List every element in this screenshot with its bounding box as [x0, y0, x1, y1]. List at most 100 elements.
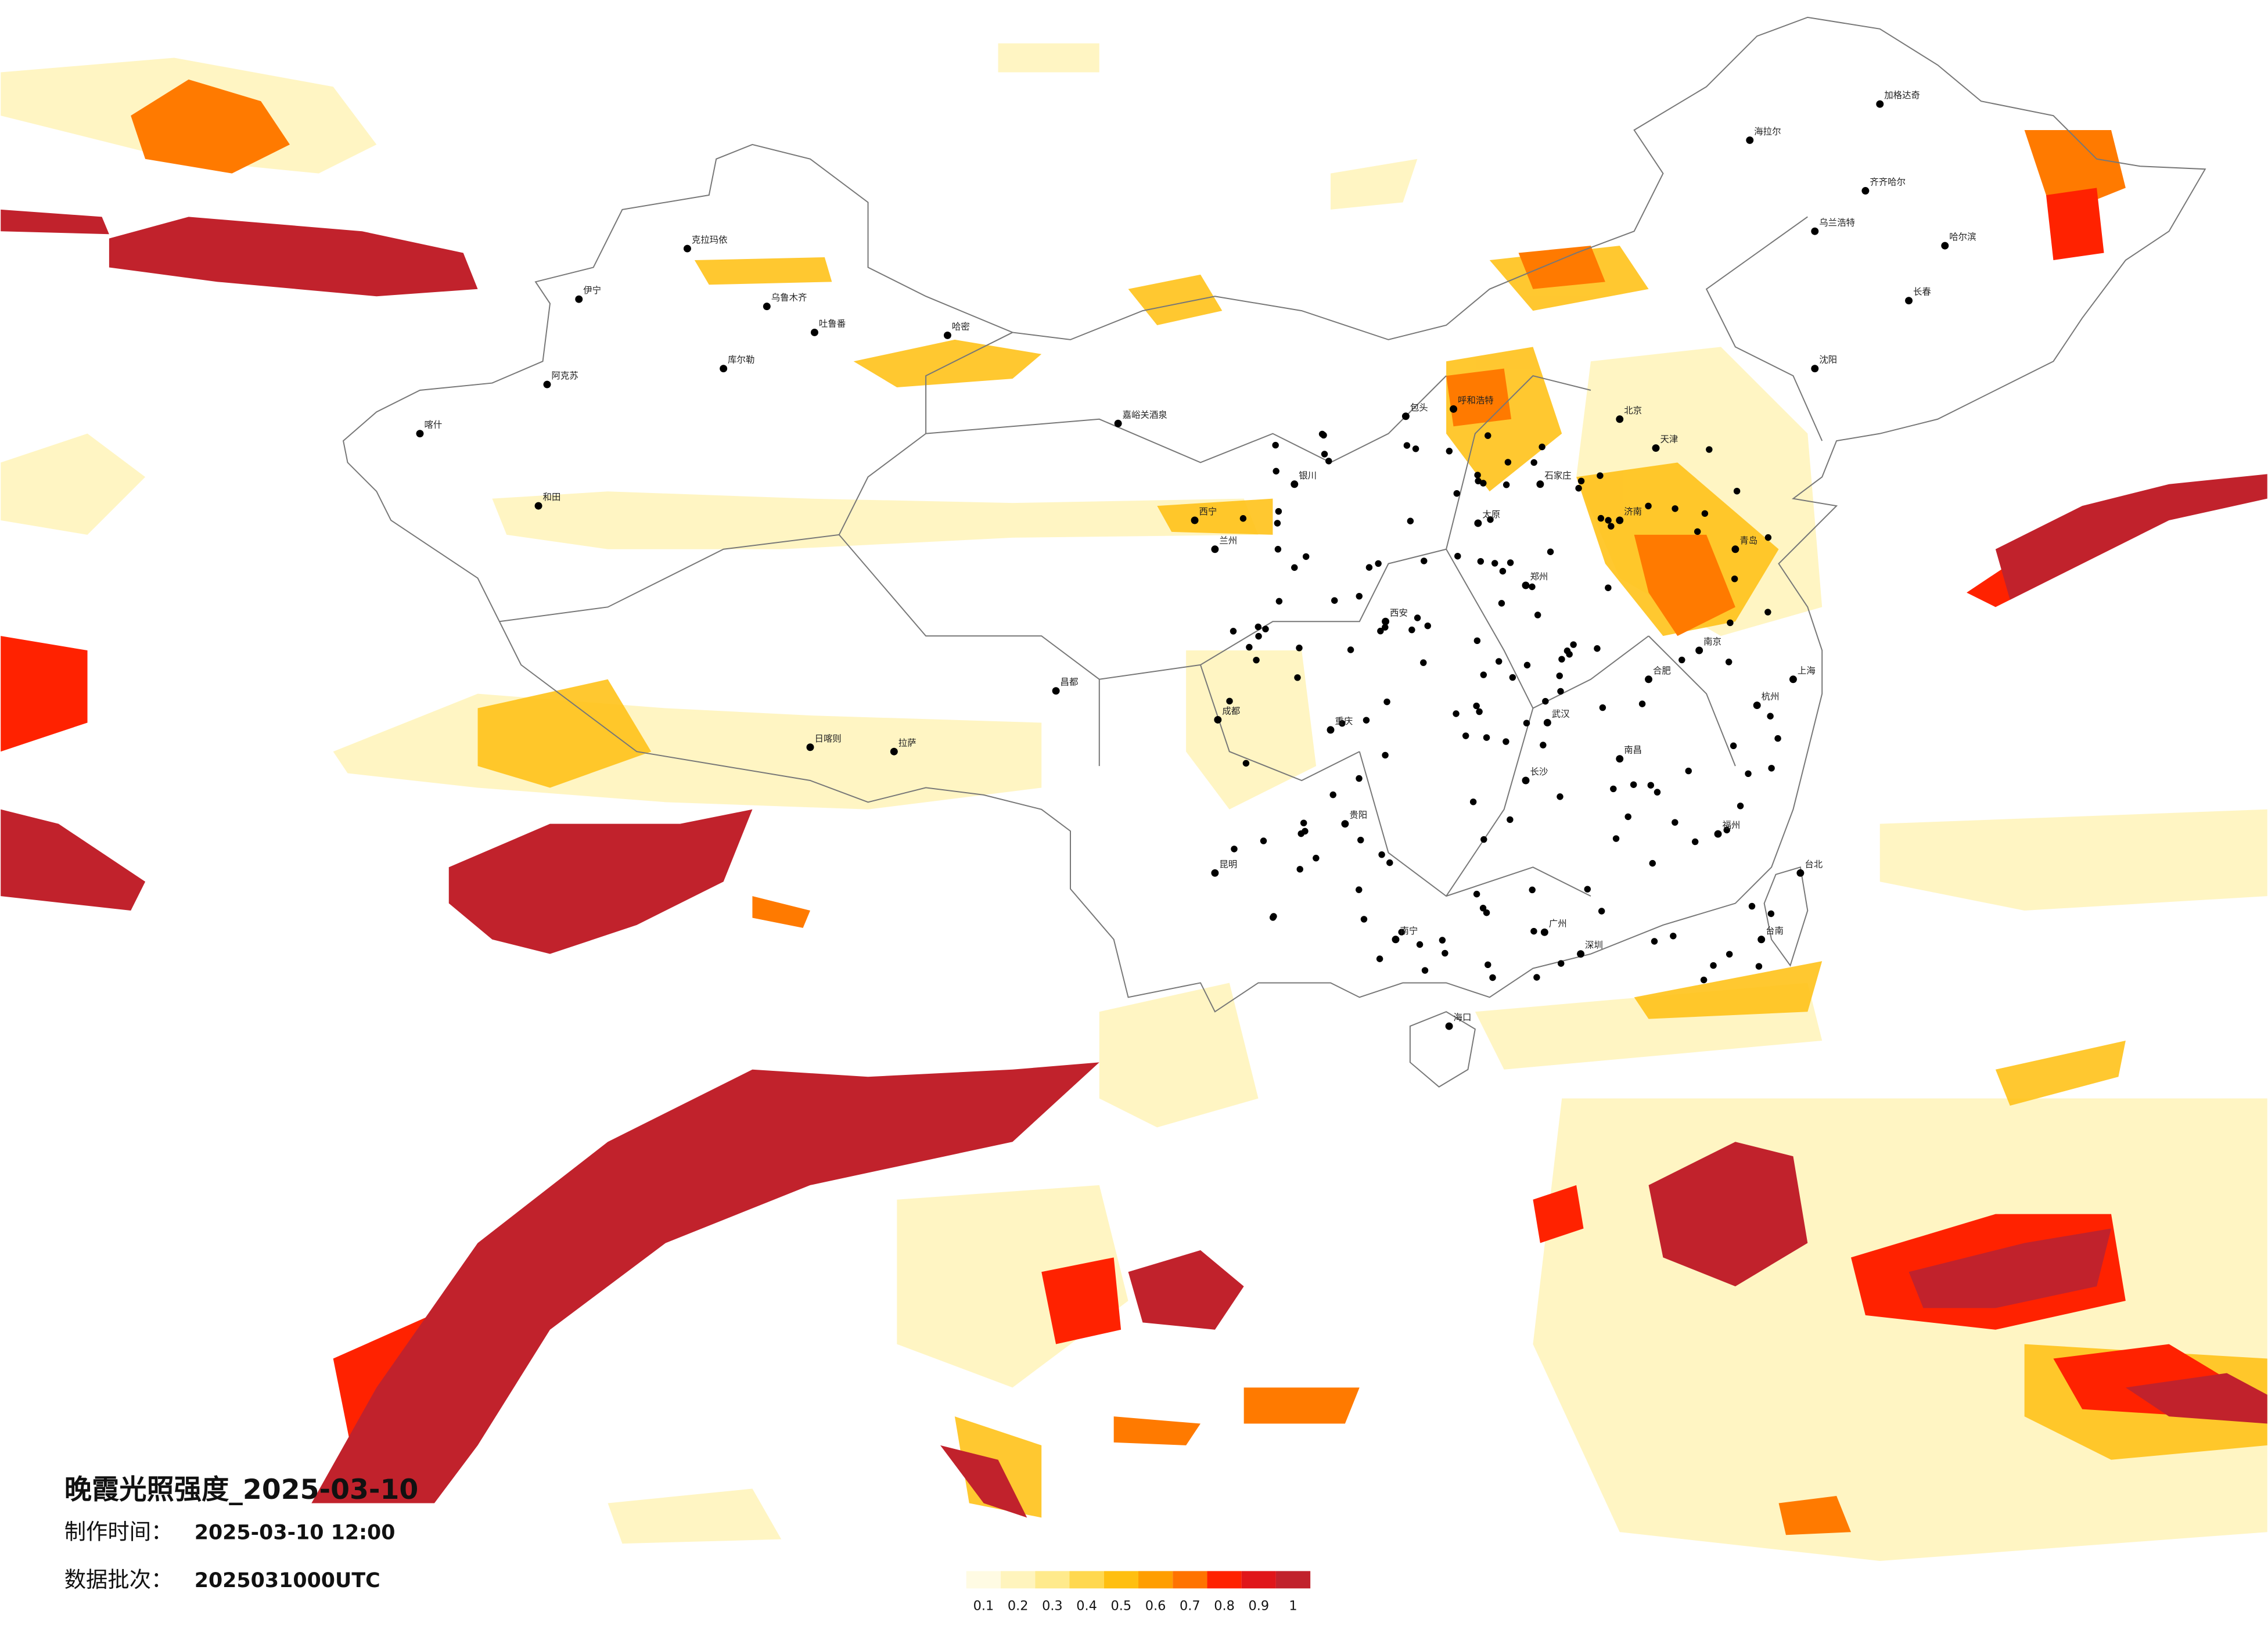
- city-label: 和田: [543, 492, 561, 502]
- city-dot: [1652, 444, 1660, 452]
- station-dot: [1672, 819, 1678, 826]
- colorbar-label: 0.7: [1180, 1599, 1201, 1614]
- station-dot: [1630, 781, 1637, 788]
- station-dot: [1529, 886, 1536, 894]
- station-dot: [1563, 647, 1571, 654]
- city-dot: [1445, 1022, 1453, 1030]
- city-dot: [1211, 545, 1219, 553]
- colorbar-cell: [1173, 1571, 1207, 1589]
- city-label: 乌兰浩特: [1819, 217, 1855, 228]
- station-dot: [1539, 443, 1545, 451]
- station-dot: [1412, 445, 1419, 452]
- station-dot: [1487, 516, 1494, 523]
- station-dot: [1420, 659, 1427, 666]
- station-dot: [1557, 960, 1565, 967]
- city-label: 海口: [1454, 1012, 1472, 1023]
- city-label: 石家庄: [1544, 470, 1571, 481]
- station-dot: [1421, 967, 1429, 974]
- info-value: 2025-03-10 12:00: [195, 1521, 396, 1545]
- city-dot: [1905, 297, 1913, 305]
- city-label: 杭州: [1762, 692, 1780, 702]
- station-dot: [1774, 735, 1781, 742]
- city-dot: [1941, 242, 1949, 250]
- station-dot: [1365, 564, 1373, 571]
- city-label: 台南: [1766, 926, 1784, 936]
- city-label: 长春: [1913, 287, 1931, 297]
- station-dot: [1730, 742, 1737, 749]
- field-max: [1, 209, 2267, 1518]
- city-label: 西宁: [1199, 506, 1217, 517]
- city-dot: [1811, 227, 1819, 235]
- station-dot: [1255, 632, 1262, 640]
- station-dot: [1610, 785, 1617, 793]
- city-dot: [1214, 715, 1222, 724]
- station-dot: [1594, 645, 1601, 652]
- colorbar-label: 1: [1289, 1599, 1297, 1614]
- city-dot: [1577, 950, 1585, 958]
- station-dot: [1302, 553, 1310, 560]
- city-label: 哈尔滨: [1949, 232, 1976, 242]
- city-dot: [416, 430, 424, 438]
- station-dot: [1275, 508, 1282, 515]
- station-dot: [1378, 851, 1385, 858]
- city-dot: [575, 295, 583, 303]
- station-dot: [1499, 567, 1507, 575]
- city-dot: [890, 747, 898, 756]
- city-label: 青岛: [1739, 535, 1757, 546]
- city-label: 嘉峪关酒泉: [1123, 409, 1167, 420]
- station-dot: [1745, 770, 1752, 778]
- station-dot: [1485, 432, 1491, 439]
- station-dot: [1242, 760, 1250, 767]
- city-dot: [1114, 419, 1122, 427]
- city-dot: [1341, 820, 1349, 828]
- station-dot: [1523, 720, 1530, 726]
- station-dot: [1479, 905, 1487, 912]
- city-dot: [1052, 687, 1060, 695]
- city-dot: [1811, 365, 1819, 373]
- station-dot: [1624, 813, 1631, 821]
- city-dot: [1753, 702, 1761, 710]
- station-dot: [1291, 564, 1298, 571]
- station-dot: [1477, 557, 1485, 565]
- station-dot: [1570, 641, 1577, 648]
- station-dot: [1737, 803, 1744, 810]
- station-dot: [1382, 624, 1389, 631]
- station-dot: [1768, 765, 1775, 772]
- station-dot: [1331, 597, 1338, 604]
- station-dot: [1269, 914, 1277, 921]
- city-dot: [1789, 675, 1797, 684]
- station-dot: [1577, 477, 1585, 485]
- station-dot: [1300, 819, 1307, 826]
- city-dot: [1746, 136, 1754, 144]
- station-dot: [1523, 661, 1531, 669]
- city-dot: [810, 328, 818, 336]
- city-label: 深圳: [1585, 940, 1603, 951]
- station-dot: [1469, 798, 1477, 805]
- colorbar-cell: [1035, 1571, 1070, 1589]
- info-value: 2025031000UTC: [195, 1569, 380, 1592]
- station-dot: [1767, 713, 1774, 720]
- station-dot: [1386, 859, 1393, 866]
- city-label: 包头: [1410, 402, 1428, 413]
- city-label: 西安: [1390, 607, 1408, 618]
- info-label: 制作时间：: [64, 1519, 173, 1545]
- station-dot: [1645, 502, 1652, 510]
- city-dot: [1540, 928, 1548, 936]
- station-dot: [1260, 837, 1267, 844]
- city-dot: [534, 502, 542, 510]
- station-dot: [1504, 459, 1512, 466]
- station-dot: [1357, 836, 1364, 844]
- station-dot: [1507, 559, 1514, 566]
- city-dot: [1401, 412, 1410, 420]
- map-title: 晚霞光照强度_2025-03-10: [64, 1474, 419, 1506]
- station-dot: [1255, 623, 1262, 631]
- station-dot: [1313, 854, 1320, 862]
- city-dot: [1327, 726, 1335, 734]
- city-points: [416, 100, 1949, 1030]
- city-dot: [1522, 776, 1530, 785]
- station-dot: [1421, 557, 1428, 564]
- station-dot: [1325, 458, 1332, 465]
- station-dot: [1495, 658, 1503, 665]
- city-label: 沈阳: [1819, 355, 1837, 365]
